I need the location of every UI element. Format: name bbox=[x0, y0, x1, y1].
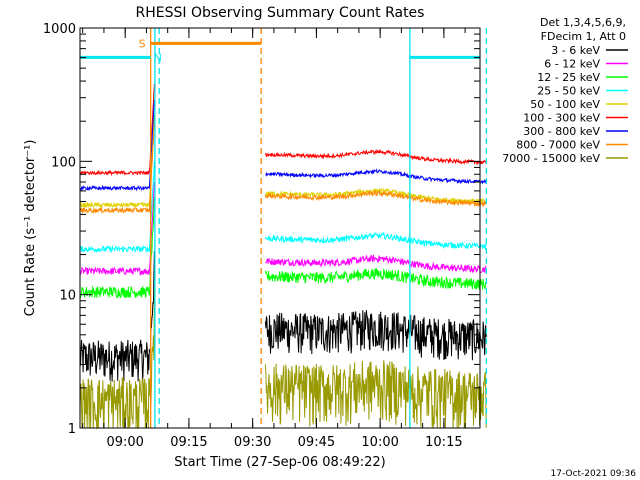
legend-entry-label: 800 - 7000 keV bbox=[516, 139, 600, 152]
series-layer bbox=[79, 83, 487, 430]
series-7000-to-15000keV-kev bbox=[79, 288, 487, 430]
y-tick-label: 1000 bbox=[43, 22, 76, 37]
series-line-after-gap bbox=[264, 190, 487, 208]
flag-layer: SN bbox=[80, 37, 480, 64]
tick-layer: 1 10 100 1000 09:00 09:15 09:30 09:45 10:00 10:15 bbox=[43, 22, 480, 450]
flag-label: N bbox=[154, 51, 162, 64]
vertical-lines-layer bbox=[150, 28, 488, 428]
y-tick-label: 10 bbox=[59, 289, 76, 304]
flag-label: S bbox=[139, 37, 146, 50]
series-50-to-100keV-kev bbox=[79, 114, 487, 209]
series-line-before-gap bbox=[79, 161, 155, 254]
series-line-before-gap bbox=[79, 288, 155, 430]
legend-entry-label: 3 - 6 keV bbox=[551, 44, 600, 57]
legend-entry-label: 6 - 12 keV bbox=[544, 58, 600, 71]
plot-frame bbox=[79, 27, 481, 429]
legend-header-line: FDecim 1, Att 0 bbox=[541, 30, 626, 43]
x-tick-label: 09:15 bbox=[170, 435, 207, 450]
series-line-before-gap bbox=[79, 197, 155, 299]
series-line-before-gap bbox=[79, 251, 155, 382]
series-line-before-gap bbox=[79, 181, 155, 276]
series-line-after-gap bbox=[265, 168, 487, 185]
series-25-to-50keV-kev bbox=[79, 161, 487, 254]
legend-header-line: Det 1,3,4,5,6,9, bbox=[540, 16, 626, 29]
series-300-to-800keV-kev bbox=[79, 99, 487, 192]
legend-entry-label: 12 - 25 keV bbox=[537, 71, 600, 84]
series-line-after-gap bbox=[264, 231, 487, 251]
series-6-to-12keV-kev bbox=[79, 181, 487, 276]
x-tick-label: 09:30 bbox=[234, 435, 271, 450]
series-line-after-gap bbox=[265, 254, 487, 274]
series-line-before-gap bbox=[79, 83, 155, 177]
x-tick-label: 09:45 bbox=[298, 435, 335, 450]
legend-entry-label: 300 - 800 keV bbox=[523, 125, 600, 138]
series-3-to-6keV-kev bbox=[79, 251, 487, 382]
y-tick-label: 1 bbox=[68, 422, 76, 437]
y-axis-label: Count Rate (s⁻¹ detector⁻¹) bbox=[23, 140, 38, 317]
series-800-to-7000keV-kev bbox=[79, 119, 487, 215]
series-line-after-gap bbox=[264, 310, 487, 361]
legend-entry-label: 7000 - 15000 keV bbox=[502, 152, 600, 165]
series-12-to-25keV-kev bbox=[79, 197, 487, 299]
y-tick-label: 100 bbox=[51, 155, 76, 170]
timestamp: 17-Oct-2021 09:36 bbox=[551, 469, 637, 479]
series-line-before-gap bbox=[79, 119, 155, 215]
legend: Det 1,3,4,5,6,9,FDecim 1, Att 03 - 6 keV… bbox=[502, 16, 628, 165]
series-line-after-gap bbox=[264, 360, 487, 429]
x-tick-label: 10:15 bbox=[425, 435, 462, 450]
series-line-after-gap bbox=[264, 267, 487, 290]
x-tick-label: 10:00 bbox=[361, 435, 398, 450]
x-axis-label: Start Time (27-Sep-06 08:49:22) bbox=[174, 455, 385, 470]
x-tick-label: 09:00 bbox=[106, 435, 143, 450]
legend-entry-label: 25 - 50 keV bbox=[537, 85, 600, 98]
legend-entry-label: 100 - 300 keV bbox=[523, 112, 600, 125]
series-line-after-gap bbox=[264, 148, 487, 166]
series-100-to-300keV-kev bbox=[79, 83, 487, 177]
chart-title: RHESSI Observing Summary Count Rates bbox=[136, 5, 425, 21]
series-line-before-gap bbox=[79, 99, 155, 192]
series-line-before-gap bbox=[79, 114, 155, 209]
legend-entry-label: 50 - 100 keV bbox=[530, 98, 600, 111]
